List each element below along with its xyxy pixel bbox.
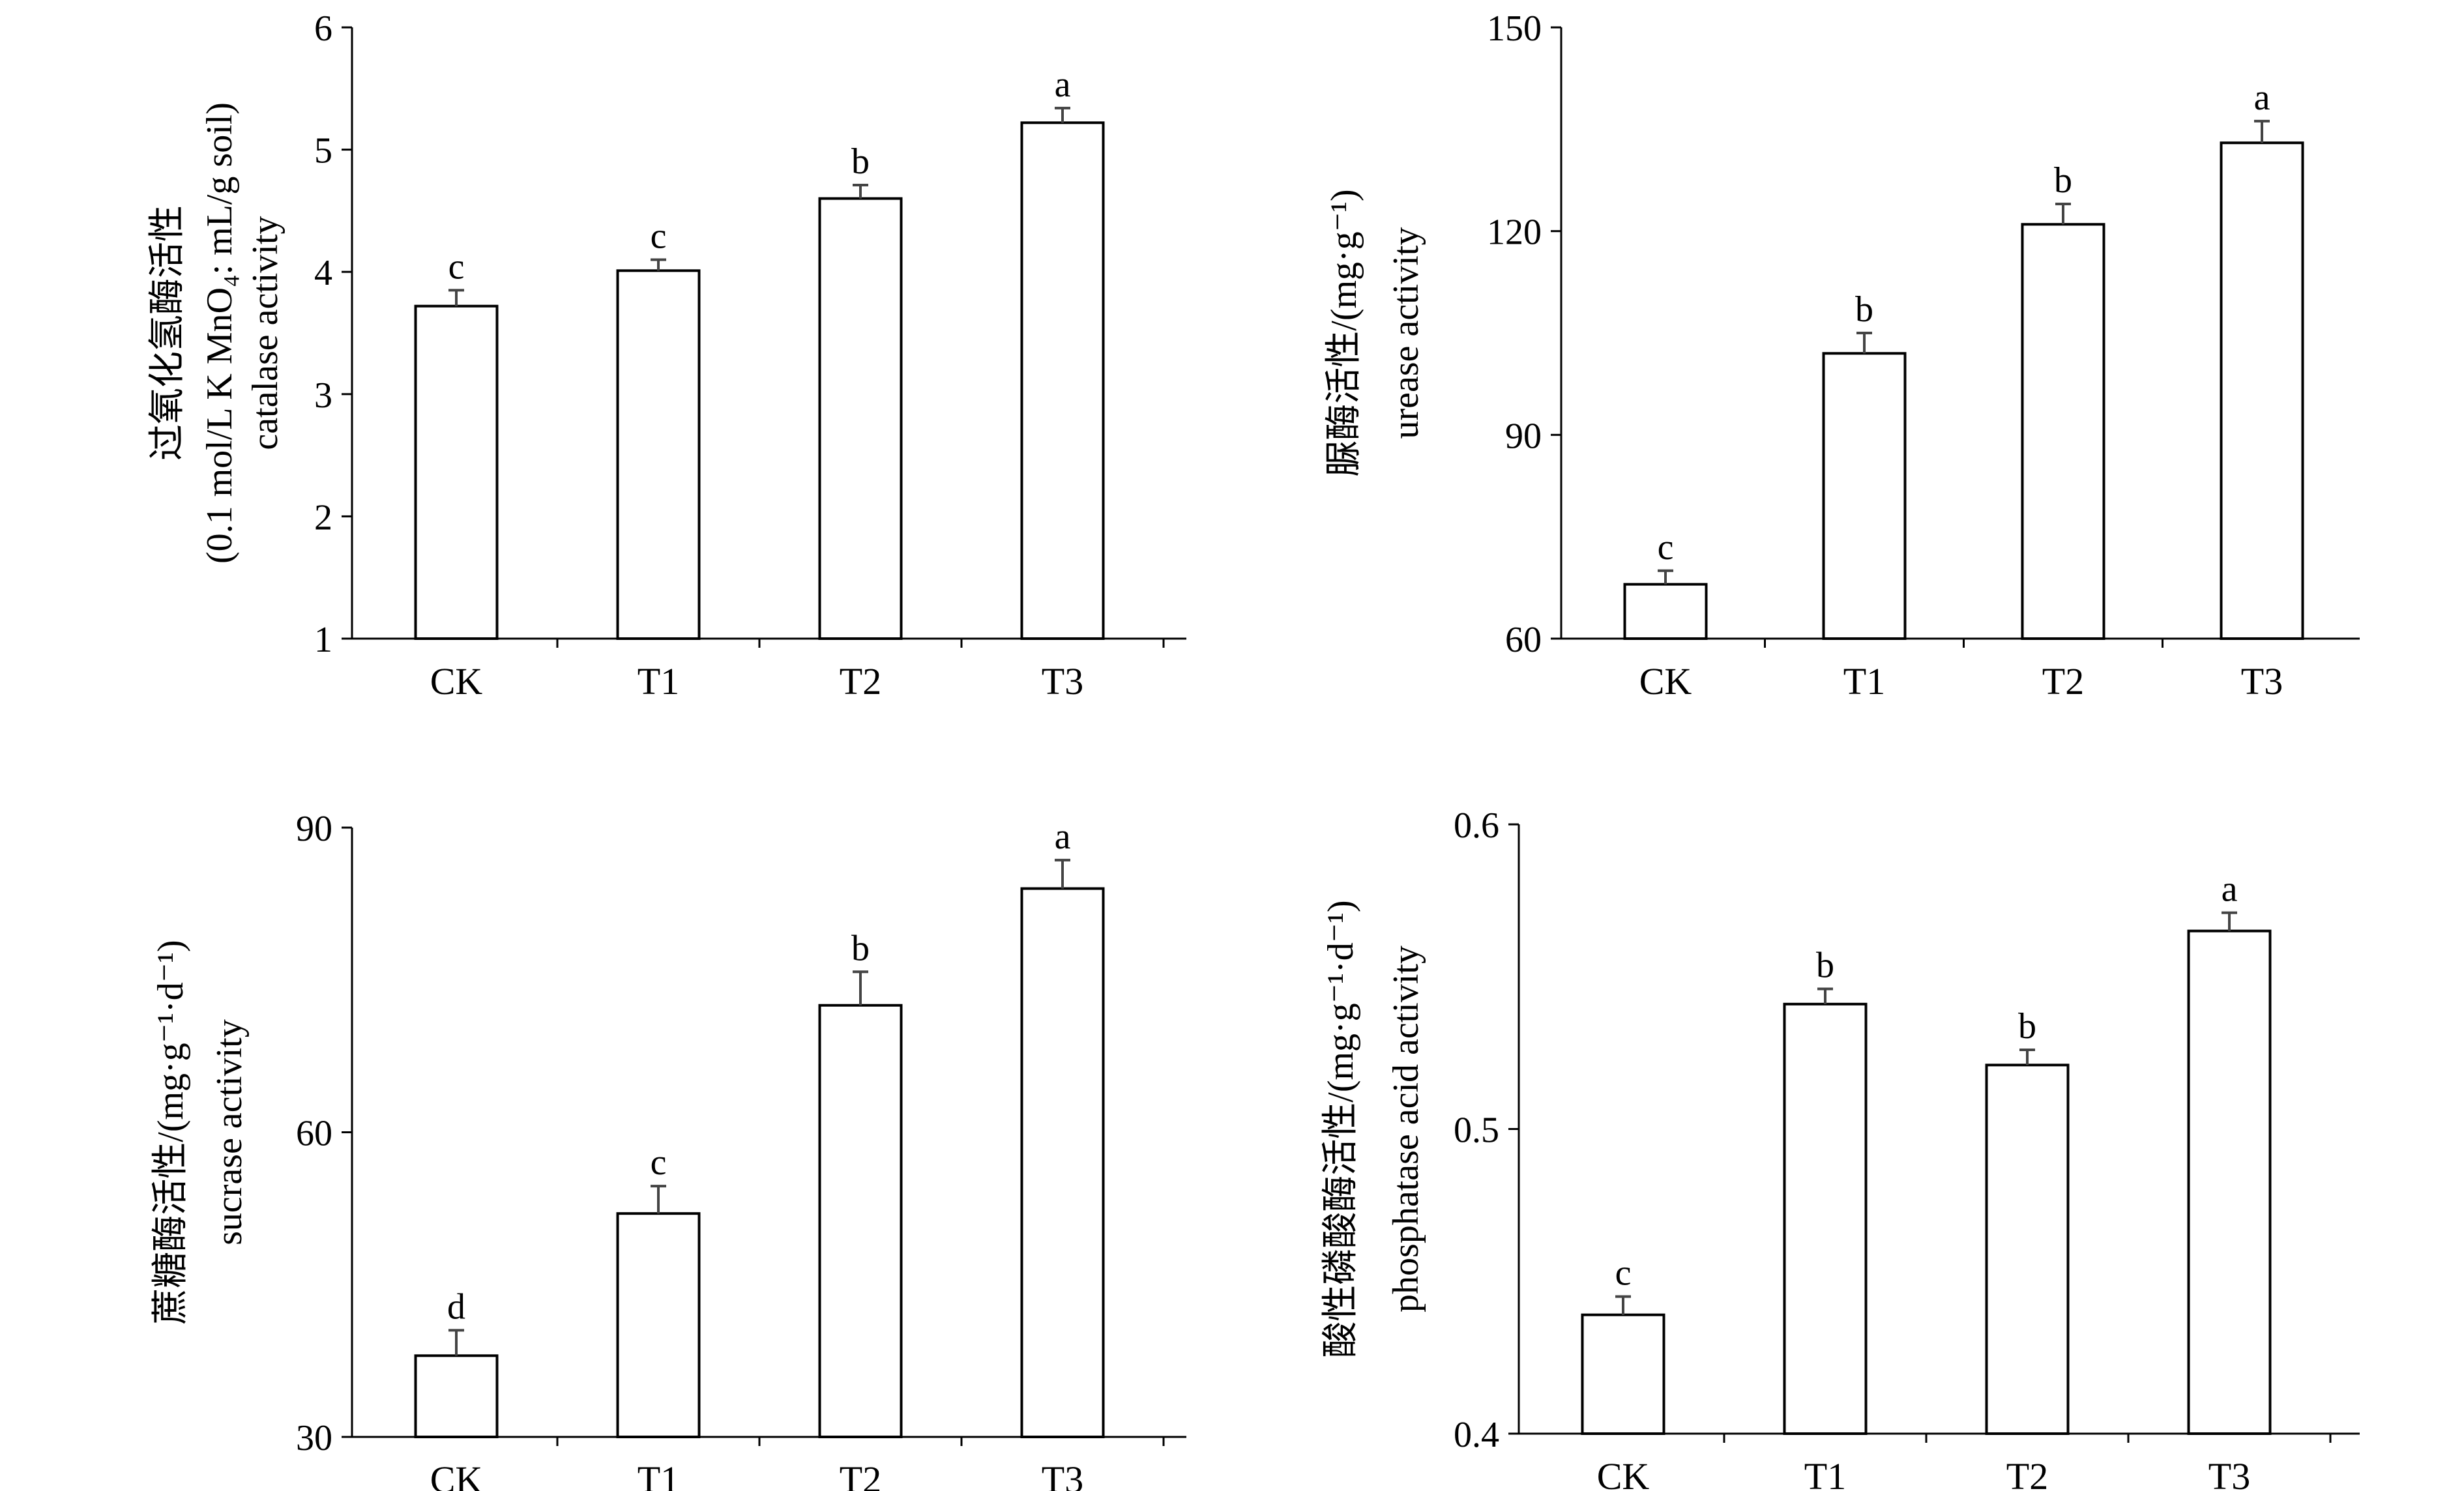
significance-letter: a (1055, 65, 1071, 105)
bar-t2 (818, 1004, 903, 1439)
significance-letter: b (851, 141, 870, 182)
y-tick-label: 0.5 (1454, 1110, 1499, 1151)
y-tick-label: 30 (296, 1418, 332, 1458)
bar-t3 (1020, 121, 1105, 640)
category-label: T2 (840, 660, 881, 702)
y-axis-title: 酸性磷酸酶活性/(mg·g⁻¹·d⁻¹) (1321, 900, 1361, 1357)
bar-t3 (2187, 929, 2272, 1435)
bar-ck (414, 1354, 499, 1438)
y-tick-label: 90 (296, 809, 332, 849)
y-tick-label: 150 (1487, 8, 1542, 49)
bar-t2 (818, 197, 903, 640)
category-label: CK (430, 1458, 483, 1491)
bar-t3 (2220, 141, 2304, 640)
significance-letter: c (651, 1142, 667, 1183)
bar-ck (1623, 583, 1708, 640)
y-tick-label: 6 (314, 8, 332, 49)
bar-t2 (2021, 223, 2105, 640)
y-tick-label: 120 (1487, 212, 1542, 253)
category-label: T3 (1042, 660, 1083, 702)
significance-letter: d (447, 1286, 465, 1327)
y-axis-title: urease activity (1386, 227, 1426, 439)
category-label: T1 (1804, 1455, 1846, 1491)
significance-letter: c (1658, 527, 1674, 568)
significance-letter: a (2254, 78, 2270, 118)
panel-3: 30 60 90 d CK c T1 b T2 a T3 蔗糖酶活性/(mg·g⁻¹·d⁻¹) sucr… (151, 809, 1186, 1491)
significance-letter: b (1816, 945, 1834, 985)
category-label: T1 (1843, 660, 1885, 702)
category-label: T3 (1042, 1458, 1083, 1491)
y-axis-title: (0.1 mol/L K MnO₄: mL/g soil) (199, 102, 240, 564)
y-axis-title: 蔗糖酶活性/(mg·g⁻¹·d⁻¹) (151, 940, 191, 1324)
significance-letter: b (2018, 1006, 2036, 1047)
y-tick-label: 0.6 (1454, 805, 1499, 846)
y-tick-label: 60 (296, 1114, 332, 1154)
significance-letter: b (1855, 289, 1873, 330)
y-tick-label: 2 (314, 497, 332, 538)
significance-letter: a (2222, 869, 2238, 910)
y-axis-title: sucrase activity (209, 1019, 250, 1245)
bar-t3 (1020, 887, 1105, 1438)
significance-letter: a (1055, 817, 1071, 857)
panel-4: 0.4 0.5 0.6 c CK b T1 b T2 a T3 酸性磷酸酶活性/(mg·g⁻¹·d⁻¹… (1321, 805, 2360, 1491)
y-axis-title: 过氧化氢酶活性 (147, 205, 188, 461)
y-tick-label: 60 (1505, 620, 1542, 660)
bar-t1 (616, 1212, 701, 1438)
y-tick-label: 4 (314, 253, 332, 293)
panel-1: 1 2 3 4 5 6 c CK c T1 b T2 a T3 过氧化氢酶活性 (0.1 mol/L K Mn… (147, 8, 1186, 702)
y-tick-label: 90 (1505, 416, 1542, 456)
y-axis-title: 脲酶活性/(mg·g⁻¹) (1324, 189, 1364, 476)
panel-2: 60 90 120 150 c CK b T1 b T2 a T3 脲酶活性/(mg·g⁻¹) ureas… (1324, 8, 2360, 702)
category-label: CK (1639, 660, 1692, 702)
bar-ck (414, 304, 499, 640)
significance-letter: b (851, 928, 870, 968)
category-label: T1 (638, 660, 679, 702)
category-label: T1 (638, 1458, 679, 1491)
significance-letter: c (651, 216, 667, 256)
significance-letter: b (2054, 160, 2072, 201)
bar-ck (1581, 1313, 1665, 1436)
category-label: T2 (2006, 1455, 2048, 1491)
category-label: CK (430, 660, 483, 702)
bar-t1 (1783, 1002, 1868, 1435)
category-label: T3 (2208, 1455, 2250, 1491)
y-axis-title: catalase activity (245, 216, 286, 450)
bar-t2 (1985, 1064, 2070, 1435)
y-tick-label: 1 (314, 620, 332, 660)
category-label: CK (1597, 1455, 1650, 1491)
significance-letter: c (1615, 1253, 1632, 1294)
category-label: T2 (840, 1458, 881, 1491)
category-label: T2 (2042, 660, 2084, 702)
y-tick-label: 3 (314, 375, 332, 416)
y-tick-label: 5 (314, 131, 332, 171)
y-tick-label: 0.4 (1454, 1415, 1499, 1455)
significance-letter: c (448, 246, 465, 287)
category-label: T3 (2241, 660, 2283, 702)
y-axis-title: phosphatase acid activity (1386, 946, 1426, 1312)
bar-t1 (616, 269, 701, 641)
bar-t1 (1822, 352, 1907, 640)
